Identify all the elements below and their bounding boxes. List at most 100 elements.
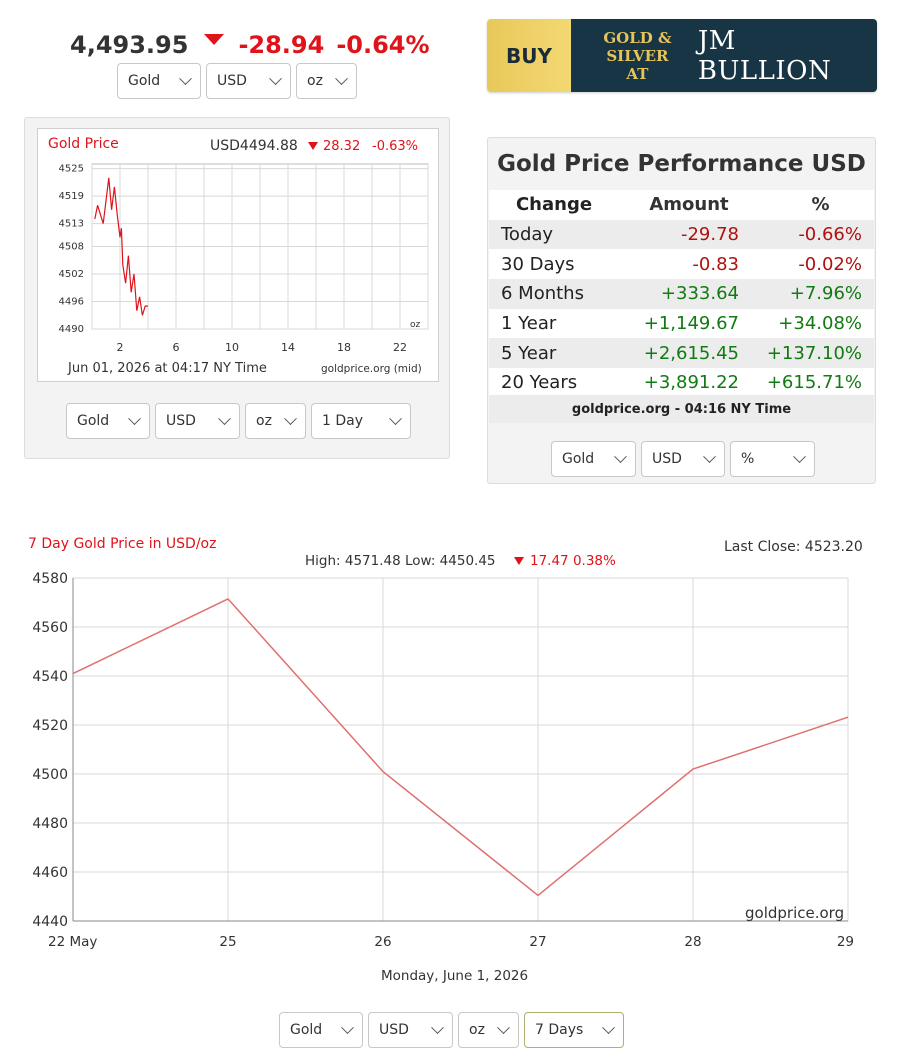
mini-chart-title: Gold Price bbox=[48, 136, 119, 152]
seven-day-chart-svg: 7 Day Gold Price in USD/oz Last Close: 4… bbox=[28, 536, 863, 984]
chevron-down-icon bbox=[128, 411, 141, 425]
mini-period-select[interactable]: 1 Day bbox=[311, 403, 411, 439]
chevron-down-icon bbox=[431, 1020, 444, 1034]
y-tick-label: 4520 bbox=[32, 718, 68, 734]
x-tick-label: 27 bbox=[529, 934, 546, 950]
mini-period-select-value: 1 Day bbox=[322, 413, 364, 429]
chevron-down-icon bbox=[497, 1020, 510, 1034]
price-change: -28.94 bbox=[238, 31, 325, 59]
live-gold-chart: Gold Price USD4494.88 28.32 -0.63% 4525 4… bbox=[37, 128, 439, 382]
percent-value: +7.96% bbox=[789, 283, 862, 305]
down-arrow-icon bbox=[204, 33, 225, 45]
period-label: 30 Days bbox=[501, 253, 575, 275]
x-tick-label: 22 May bbox=[48, 934, 97, 950]
perf-currency-select-value: USD bbox=[652, 451, 682, 467]
amount-value: +3,891.22 bbox=[643, 372, 739, 394]
mini-chart-change: 28.32 bbox=[323, 139, 360, 154]
down-arrow-icon bbox=[308, 142, 318, 150]
last-close-label: Last Close: 4523.20 bbox=[724, 539, 863, 555]
mini-chart-unit: oz bbox=[410, 320, 421, 330]
big-currency-select[interactable]: USD bbox=[368, 1012, 453, 1048]
seven-day-chart-title: 7 Day Gold Price in USD/oz bbox=[28, 536, 216, 552]
x-tick-label: 18 bbox=[337, 341, 351, 354]
chevron-down-icon bbox=[218, 411, 231, 425]
metal-select-value: Gold bbox=[128, 73, 161, 89]
perf-metal-select[interactable]: Gold bbox=[551, 441, 636, 477]
percent-value: +34.08% bbox=[778, 313, 862, 335]
perf-format-select[interactable]: % bbox=[730, 441, 815, 477]
y-tick-label: 4519 bbox=[59, 191, 84, 202]
header-amount: Amount bbox=[649, 194, 729, 216]
performance-title: Gold Price Performance USD bbox=[497, 151, 866, 177]
chevron-down-icon bbox=[341, 1020, 354, 1034]
table-row: 1 Year +1,149.67 +34.08% bbox=[489, 309, 874, 339]
y-tick-label: 4480 bbox=[32, 816, 68, 832]
chevron-down-icon bbox=[389, 411, 402, 425]
performance-header-row: Change Amount % bbox=[489, 190, 874, 220]
y-tick-label: 4525 bbox=[59, 164, 84, 175]
jm-bullion-banner[interactable]: BUY GOLD & SILVER AT JM BULLION bbox=[487, 19, 877, 92]
banner-tagline-line1: GOLD & bbox=[603, 28, 672, 47]
table-row: 30 Days -0.83 -0.02% bbox=[489, 249, 874, 279]
banner-brand: JM BULLION bbox=[697, 25, 832, 86]
header-change: Change bbox=[515, 194, 593, 216]
mini-price-line bbox=[94, 177, 148, 316]
perf-currency-select[interactable]: USD bbox=[641, 441, 725, 477]
chevron-down-icon bbox=[614, 449, 627, 463]
seven-day-price-line bbox=[72, 597, 849, 897]
price-change-percent: -0.64% bbox=[336, 31, 430, 59]
table-row: Today -29.78 -0.66% bbox=[489, 219, 874, 250]
x-tick-label: 10 bbox=[225, 341, 239, 354]
perf-metal-select-value: Gold bbox=[562, 451, 595, 467]
percent-value: +137.10% bbox=[766, 342, 862, 364]
y-tick-label: 4560 bbox=[32, 620, 68, 636]
x-tick-label: 29 bbox=[837, 934, 854, 950]
mini-metal-select[interactable]: Gold bbox=[66, 403, 150, 439]
big-currency-select-value: USD bbox=[379, 1022, 409, 1038]
period-label: 5 Year bbox=[501, 342, 557, 364]
mini-chart-timestamp: Jun 01, 2026 at 04:17 NY Time bbox=[67, 361, 267, 376]
performance-table: Change Amount % Today -29.78 -0.66% 30 D… bbox=[489, 190, 874, 398]
x-tick-label: 14 bbox=[281, 341, 295, 354]
big-metal-select-value: Gold bbox=[290, 1022, 323, 1038]
y-tick-label: 4496 bbox=[59, 297, 84, 308]
unit-select[interactable]: oz bbox=[296, 63, 357, 99]
y-tick-label: 4580 bbox=[32, 571, 68, 587]
chevron-down-icon bbox=[335, 71, 348, 85]
mini-chart-price: USD4494.88 bbox=[210, 138, 298, 154]
chevron-down-icon bbox=[284, 411, 297, 425]
amount-value: +1,149.67 bbox=[643, 313, 739, 335]
big-period-select[interactable]: 7 Days bbox=[524, 1012, 624, 1048]
mini-currency-select-value: USD bbox=[166, 413, 196, 429]
y-tick-label: 4513 bbox=[59, 219, 84, 230]
amount-value: -0.83 bbox=[692, 253, 739, 275]
mini-metal-select-value: Gold bbox=[77, 413, 110, 429]
big-period-select-value: 7 Days bbox=[535, 1022, 584, 1038]
mini-currency-select[interactable]: USD bbox=[155, 403, 240, 439]
currency-select[interactable]: USD bbox=[206, 63, 291, 99]
banner-buy-label: BUY bbox=[487, 19, 571, 92]
big-metal-select[interactable]: Gold bbox=[279, 1012, 363, 1048]
x-tick-label: 25 bbox=[219, 934, 236, 950]
performance-footer: goldprice.org - 04:16 NY Time bbox=[489, 395, 874, 423]
chevron-down-icon bbox=[179, 71, 192, 85]
metal-select[interactable]: Gold bbox=[117, 63, 201, 99]
banner-tagline-line2: SILVER AT bbox=[606, 46, 669, 83]
chart-date-label: Monday, June 1, 2026 bbox=[381, 968, 528, 984]
amount-value: +2,615.45 bbox=[643, 342, 739, 364]
current-price-header: 4,493.95 -28.94 -0.64% bbox=[70, 28, 442, 62]
amount-value: +333.64 bbox=[660, 283, 739, 305]
big-unit-select[interactable]: oz bbox=[458, 1012, 519, 1048]
percent-value: -0.66% bbox=[798, 224, 862, 246]
seven-day-chart: 7 Day Gold Price in USD/oz Last Close: 4… bbox=[0, 528, 916, 998]
y-tick-label: 4440 bbox=[32, 914, 68, 930]
current-price: 4,493.95 bbox=[70, 31, 189, 59]
high-low-label: High: 4571.48 Low: 4450.45 bbox=[305, 553, 496, 569]
x-tick-label: 26 bbox=[374, 934, 391, 950]
table-row: 6 Months +333.64 +7.96% bbox=[489, 279, 874, 309]
currency-select-value: USD bbox=[217, 73, 247, 89]
mini-unit-select[interactable]: oz bbox=[245, 403, 306, 439]
x-tick-label: 28 bbox=[684, 934, 701, 950]
period-label: Today bbox=[501, 224, 554, 246]
chevron-down-icon bbox=[703, 449, 716, 463]
